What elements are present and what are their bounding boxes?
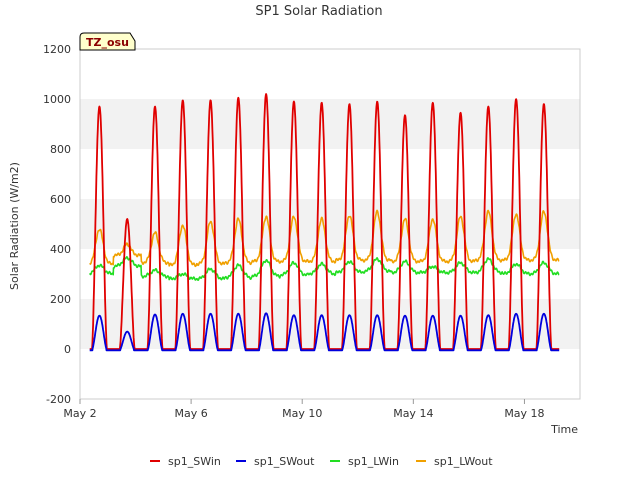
x-tick-label: May 2 [63, 407, 96, 420]
series-line-sp1_SWout [89, 312, 560, 352]
x-axis-ticks: May 2 May 6 May 10 May 14 May 18 [63, 399, 545, 420]
y-tick-label: 400 [50, 243, 71, 256]
y-tick-label: 0 [64, 343, 71, 356]
legend-label-sp1_SWout: sp1_SWout [254, 455, 315, 468]
grid-band [80, 99, 580, 149]
legend-label-sp1_LWout: sp1_LWout [434, 455, 493, 468]
series-layer [89, 93, 560, 352]
series-line-sp1_LWout [89, 209, 560, 268]
tz-badge-label: TZ_osu [86, 36, 129, 49]
x-tick-label: May 6 [174, 407, 207, 420]
y-tick-label: 800 [50, 143, 71, 156]
grid-band [80, 149, 580, 199]
grid-bands [80, 49, 580, 399]
series-line-sp1_LWin [89, 255, 560, 282]
y-tick-label: -200 [46, 393, 71, 406]
legend: sp1_SWin sp1_SWout sp1_LWin sp1_LWout [150, 455, 493, 468]
grid-band [80, 49, 580, 99]
y-axis-ticks: -200 0 200 400 600 800 1000 1200 [43, 43, 71, 406]
x-tick-label: May 10 [282, 407, 322, 420]
tz-badge-box [79, 32, 136, 51]
grid-band [80, 349, 580, 399]
plot-area [79, 48, 581, 400]
grid-band [80, 299, 580, 349]
y-tick-label: 1200 [43, 43, 71, 56]
y-tick-label: 1000 [43, 93, 71, 106]
y-tick-label: 200 [50, 293, 71, 306]
x-tick-label: May 18 [504, 407, 544, 420]
chart-title: SP1 Solar Radiation [255, 4, 382, 19]
legend-label-sp1_LWin: sp1_LWin [348, 455, 399, 468]
y-axis-label: Solar Radiation (W/m2) [8, 162, 21, 290]
grid-band [80, 249, 580, 299]
y-tick-label: 600 [50, 193, 71, 206]
grid-band [80, 199, 580, 249]
legend-label-sp1_SWin: sp1_SWin [168, 455, 221, 468]
x-tick-label: May 14 [393, 407, 433, 420]
tz-badge: TZ_osu [79, 32, 136, 51]
x-axis-label: Time [550, 423, 578, 436]
